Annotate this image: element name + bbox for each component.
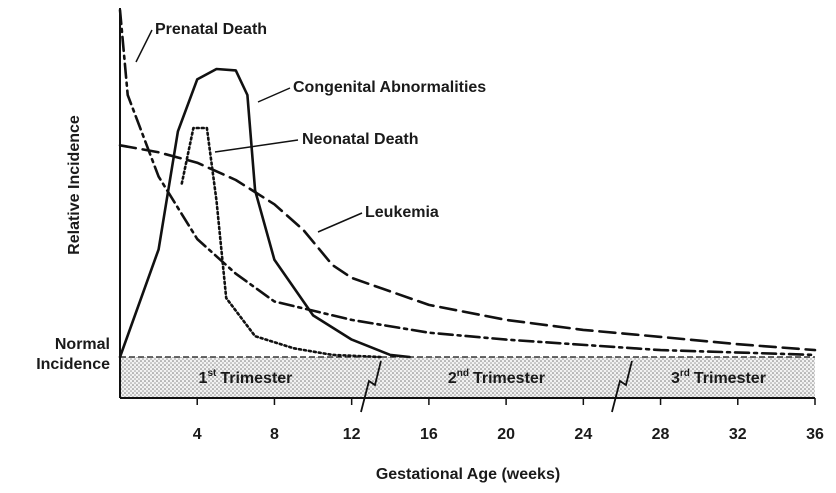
x-tick-label: 32	[729, 426, 747, 443]
trimester-name: Trimester	[473, 370, 545, 387]
x-tick-label: 20	[497, 426, 515, 443]
trimester-name: Trimester	[694, 370, 766, 387]
trimester-boundary	[360, 360, 382, 413]
trimester-name: Trimester	[220, 370, 292, 387]
x-tick-label: 24	[574, 426, 592, 443]
y-tick-label: Normal Incidence	[36, 336, 110, 373]
trimester-ordinal: 1	[199, 370, 208, 387]
series-label: Leukemia	[365, 204, 439, 221]
trimester-suffix: nd	[457, 368, 469, 379]
label-leader	[257, 87, 291, 103]
band-fill	[120, 357, 815, 398]
x-tick-label: 4	[193, 426, 202, 443]
series-line	[118, 67, 411, 359]
trimester-suffix: st	[207, 368, 217, 379]
trimester-label: 1st Trimester	[199, 368, 293, 388]
x-tick-label: 8	[270, 426, 279, 443]
series-label: Neonatal Death	[302, 131, 418, 148]
label-leader	[135, 29, 153, 63]
series-line	[118, 144, 817, 352]
x-tick-label: 16	[420, 426, 438, 443]
label-leader	[214, 139, 299, 153]
trimester-ordinal: 2	[448, 370, 457, 387]
series-line	[118, 8, 817, 357]
trimester-suffix: rd	[680, 368, 690, 379]
x-axis-title: Gestational Age (weeks)	[376, 466, 560, 483]
trimester-label: 2nd Trimester	[448, 368, 545, 388]
trimester-band: 1st Trimester 2nd Trimester 3rd Trimester	[120, 357, 815, 413]
trimester-boundary	[611, 360, 633, 413]
series-label: Congenital Abnormalities	[293, 79, 486, 96]
x-tick-label: 28	[652, 426, 670, 443]
x-tick-label: 12	[343, 426, 361, 443]
trimester-ordinal: 3	[671, 370, 680, 387]
series-line	[180, 126, 382, 359]
y-axis-title: Relative Incidence	[66, 115, 83, 255]
x-tick-label: 36	[806, 426, 824, 443]
trimester-label: 3rd Trimester	[671, 368, 766, 388]
series-label: Prenatal Death	[155, 21, 267, 38]
label-leader	[317, 212, 363, 233]
